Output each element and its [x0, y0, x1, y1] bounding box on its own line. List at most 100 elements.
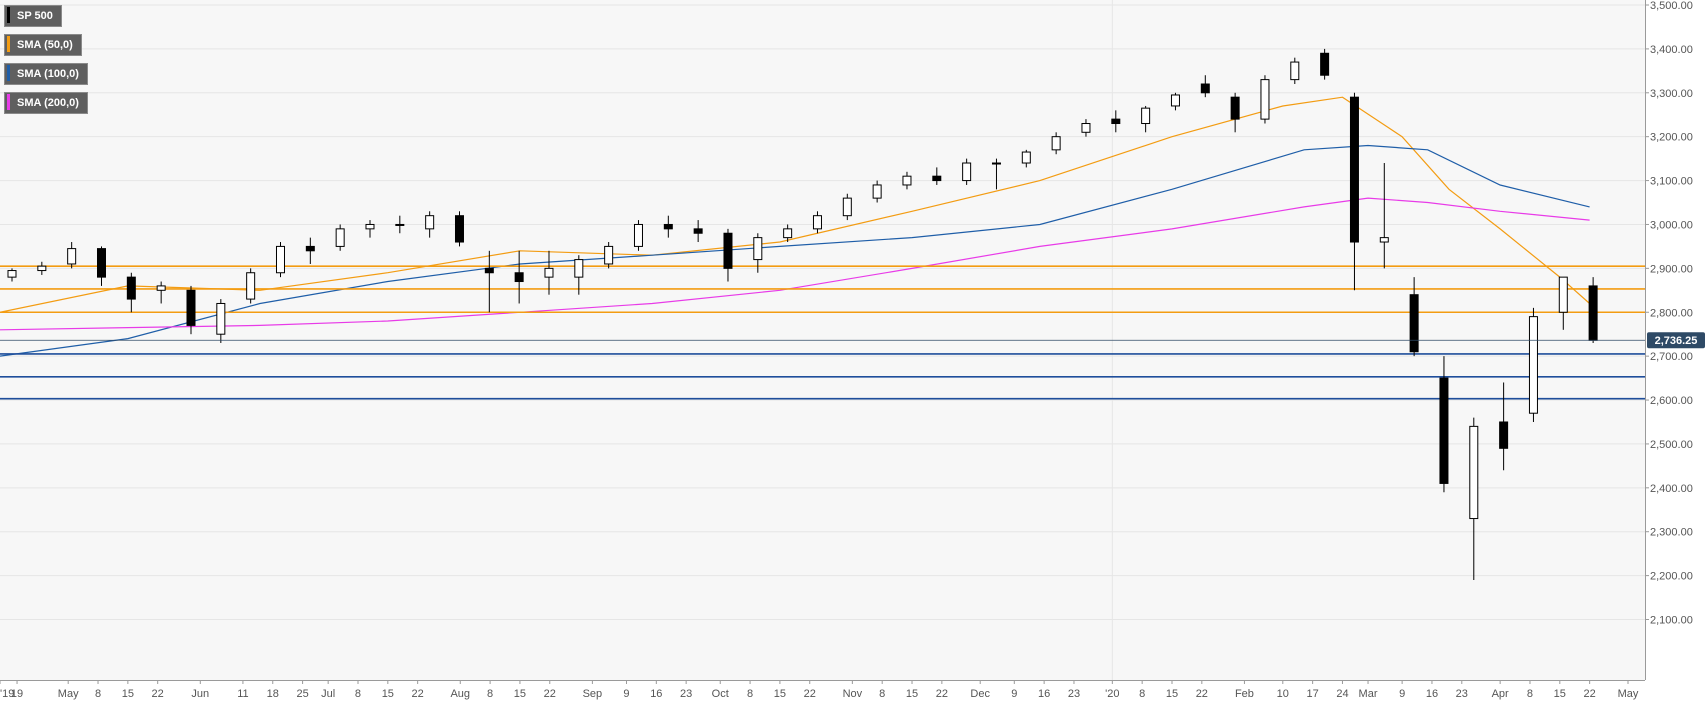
x-tick-label: 23 — [1068, 688, 1080, 700]
legend-swatch-sma100 — [7, 65, 10, 81]
y-axis-ticks: 2,100.00 2,200.00 2,300.00 2,400.00 2,500.00… — [1645, 0, 1693, 627]
candle-body — [1021, 151, 1031, 164]
x-tick-label: 16 — [650, 688, 662, 700]
legend-label: SMA (100,0) — [17, 68, 79, 80]
y-tick-label: 2,700.00 — [1650, 351, 1693, 363]
candlestick — [1051, 132, 1061, 155]
candlestick — [991, 158, 1001, 190]
x-tick-label: 22 — [1584, 688, 1596, 700]
x-tick-label: 19 — [11, 688, 23, 700]
candlestick — [1170, 92, 1180, 111]
candlestick — [246, 268, 256, 304]
candle-body — [216, 302, 226, 335]
candle-body — [514, 272, 524, 283]
candlestick — [335, 224, 345, 251]
candle-body — [484, 267, 494, 274]
x-tick-label: 15 — [1554, 688, 1566, 700]
x-tick-label: 9 — [1399, 688, 1405, 700]
x-tick-label: Feb — [1235, 688, 1254, 700]
x-tick-label: 8 — [1139, 688, 1145, 700]
x-tick-label: Apr — [1492, 688, 1509, 700]
candlestick — [932, 167, 942, 185]
candle-body — [96, 248, 106, 278]
legend-item-sma50[interactable]: SMA (50,0) — [4, 34, 82, 56]
y-tick-label: 3,100.00 — [1650, 176, 1693, 188]
candlestick — [216, 299, 226, 343]
x-tick-label: 8 — [355, 688, 361, 700]
legend-label: SMA (50,0) — [17, 39, 73, 51]
x-tick-label: Mar — [1359, 688, 1378, 700]
candle-body — [1528, 316, 1538, 414]
x-tick-label: 25 — [296, 688, 308, 700]
candle-body — [335, 228, 345, 247]
candlestick — [365, 220, 375, 238]
candlestick — [604, 242, 614, 269]
x-tick-label: 8 — [1527, 688, 1533, 700]
candle-body — [1499, 421, 1509, 449]
candlestick — [1379, 163, 1389, 269]
candlestick — [693, 220, 703, 243]
legend-item-sp500[interactable]: SP 500 — [4, 5, 62, 27]
x-tick-label: 18 — [267, 688, 279, 700]
candle-body — [454, 215, 464, 243]
legend-item-sma200[interactable]: SMA (200,0) — [4, 92, 88, 114]
legend-label: SP 500 — [17, 10, 53, 22]
candlestick — [425, 211, 435, 238]
x-tick-label: May — [58, 688, 79, 700]
y-tick-label: 2,800.00 — [1650, 307, 1693, 319]
sma-line-2000 — [0, 197, 1590, 331]
candlesticks — [7, 48, 1598, 580]
x-tick-label: '20 — [1105, 688, 1119, 700]
x-tick-label: 23 — [680, 688, 692, 700]
candle-body — [126, 276, 136, 300]
candlestick — [723, 228, 733, 282]
candlestick — [1260, 75, 1270, 124]
legend-swatch-sp500 — [7, 7, 10, 23]
x-tick-label: Nov — [843, 688, 863, 700]
candle-body — [365, 223, 375, 230]
candlestick — [1469, 417, 1479, 580]
x-tick-label: 16 — [1038, 688, 1050, 700]
candle-body — [1409, 294, 1419, 353]
x-tick-label: 22 — [1196, 688, 1208, 700]
candlestick — [484, 250, 494, 313]
x-tick-label: '19 — [0, 688, 14, 700]
candle-body — [842, 197, 852, 217]
candlestick — [783, 224, 793, 243]
candlestick — [1439, 356, 1449, 493]
x-tick-label: 22 — [936, 688, 948, 700]
candlestick — [753, 233, 763, 273]
candlestick — [1528, 307, 1538, 422]
moving-averages — [0, 96, 1590, 357]
candlestick — [156, 281, 166, 304]
x-tick-label: 8 — [747, 688, 753, 700]
candle-body — [1439, 377, 1449, 484]
candlestick — [633, 220, 643, 251]
candle-body — [1469, 425, 1479, 520]
x-tick-label: 8 — [879, 688, 885, 700]
candle-body — [67, 248, 77, 265]
candle-body — [872, 184, 882, 199]
candle-body — [1290, 61, 1300, 81]
candle-body — [1111, 118, 1121, 125]
x-tick-label: Aug — [450, 688, 470, 700]
legend-label: SMA (200,0) — [17, 97, 79, 109]
candlestick — [574, 255, 584, 295]
candle-body — [902, 175, 912, 186]
candle-body — [812, 215, 822, 230]
candle-body — [693, 228, 703, 234]
candle-body — [604, 245, 614, 265]
candle-body — [1558, 276, 1568, 313]
candlestick — [305, 237, 315, 264]
x-tick-label: 22 — [544, 688, 556, 700]
candlestick — [1111, 110, 1121, 133]
legend-item-sma100[interactable]: SMA (100,0) — [4, 63, 88, 85]
x-tick-label: 22 — [152, 688, 164, 700]
candle-body — [753, 237, 763, 261]
y-tick-label: 3,000.00 — [1650, 219, 1693, 231]
candle-body — [1320, 52, 1330, 76]
x-tick-label: 9 — [1011, 688, 1017, 700]
